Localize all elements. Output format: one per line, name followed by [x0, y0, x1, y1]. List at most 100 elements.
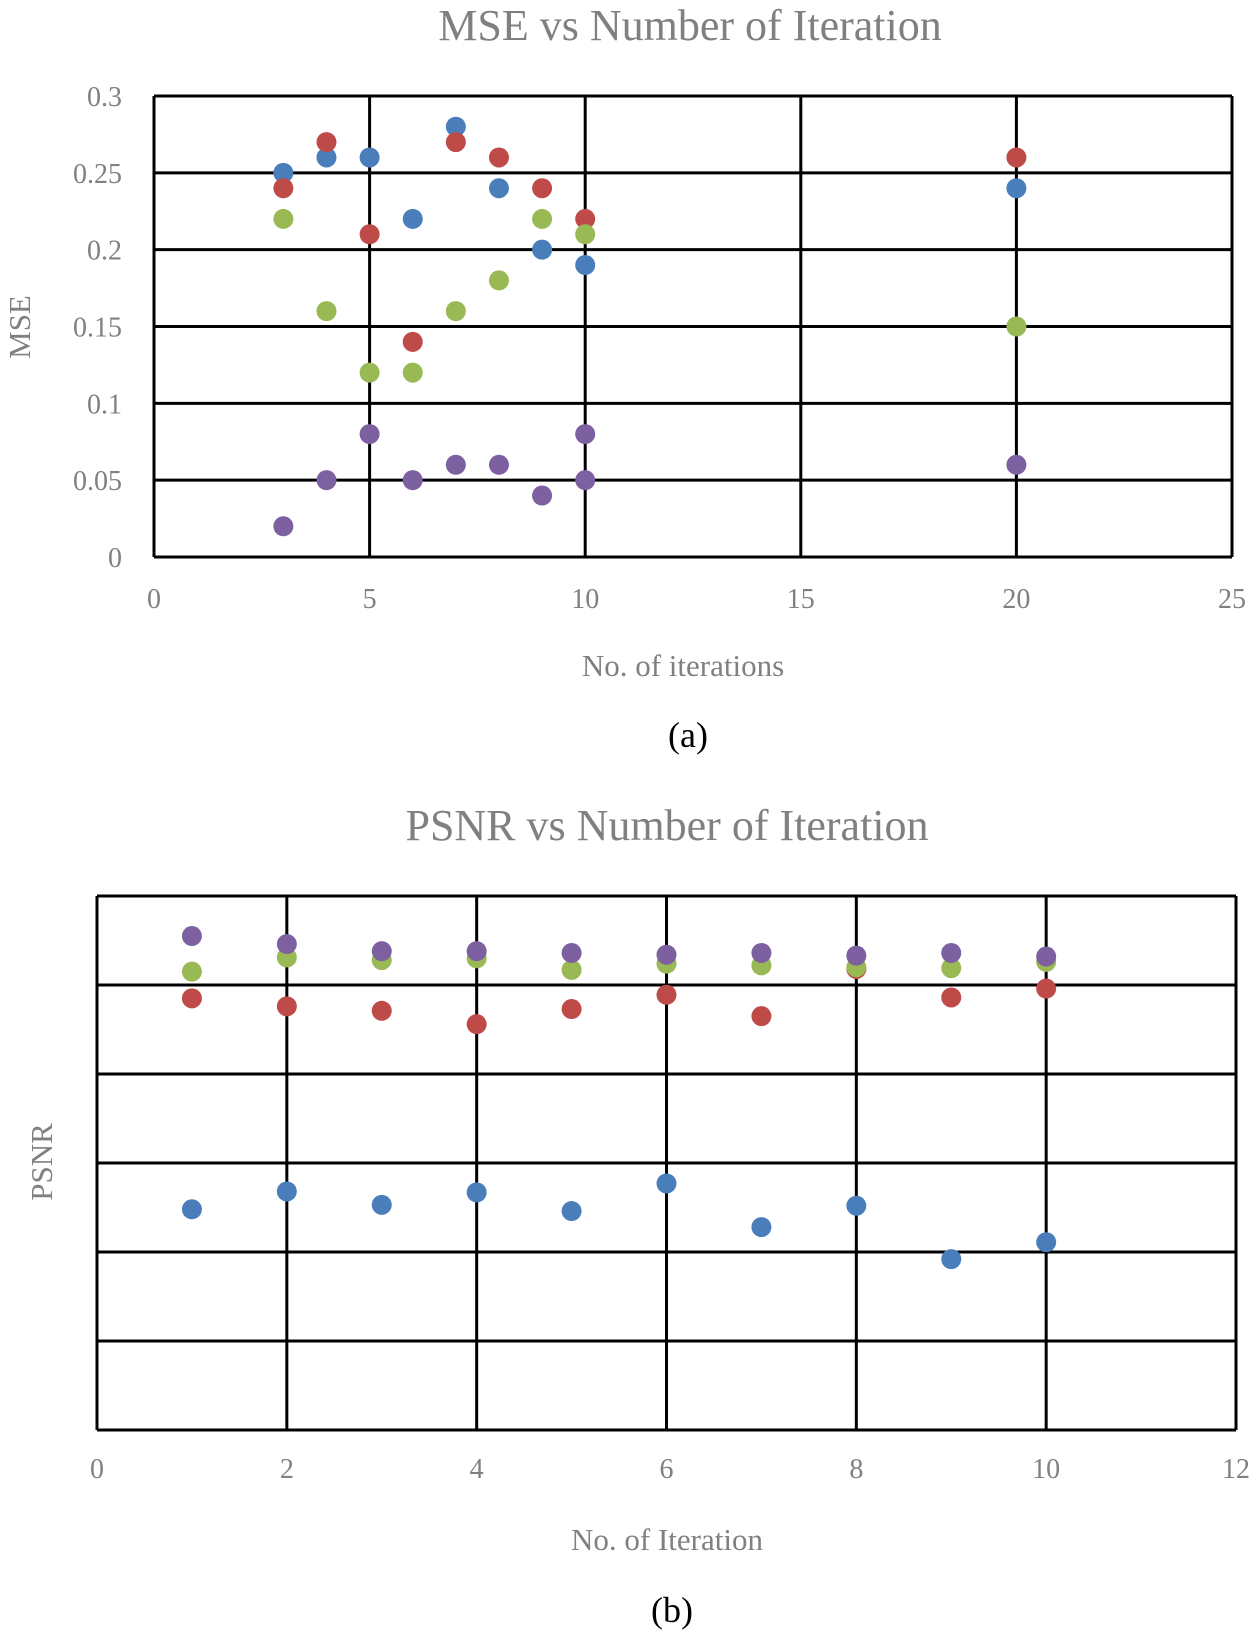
mse-y-tick-label: 0.3 — [87, 82, 122, 113]
mse-point-blue — [1006, 178, 1027, 199]
mse-y-tick-labels: 0 0.05 0.1 0.15 0.2 0.25 0.3 — [73, 82, 122, 574]
psnr-point-purple — [941, 942, 962, 963]
psnr-point-blue — [276, 1181, 297, 1202]
psnr-point-blue — [656, 1173, 677, 1194]
mse-point-purple — [575, 470, 596, 491]
psnr-point-red — [181, 988, 202, 1009]
psnr-x-tick-label: 0 — [90, 1454, 104, 1485]
psnr-point-purple — [181, 926, 202, 947]
mse-point-red — [1006, 147, 1027, 168]
mse-y-tick-label: 0.15 — [73, 313, 122, 344]
psnr-point-purple — [656, 944, 677, 965]
mse-point-purple — [532, 485, 553, 506]
mse-x-axis-label: No. of iterations — [582, 648, 784, 683]
psnr-point-purple — [1036, 946, 1057, 967]
mse-gridlines — [152, 94, 1234, 559]
mse-point-blue — [316, 147, 337, 168]
psnr-x-tick-label: 12 — [1222, 1454, 1250, 1485]
mse-x-tick-label: 20 — [1002, 584, 1030, 615]
psnr-data-points — [181, 926, 1057, 1270]
psnr-point-blue — [466, 1182, 487, 1203]
psnr-point-blue — [561, 1201, 582, 1222]
psnr-point-red — [656, 984, 677, 1005]
mse-point-red — [488, 147, 509, 168]
psnr-point-blue — [181, 1199, 202, 1220]
mse-x-tick-label: 10 — [571, 584, 599, 615]
mse-x-tick-label: 5 — [363, 584, 377, 615]
mse-point-green — [316, 301, 337, 322]
mse-y-tick-label: 0.25 — [73, 159, 122, 190]
mse-caption: (a) — [668, 715, 708, 755]
mse-point-green — [532, 208, 553, 229]
mse-point-green — [445, 301, 466, 322]
psnr-point-red — [751, 1006, 772, 1027]
psnr-x-tick-label: 10 — [1032, 1454, 1060, 1485]
psnr-point-blue — [751, 1217, 772, 1238]
mse-point-purple — [1006, 454, 1027, 475]
psnr-point-blue — [941, 1249, 962, 1270]
mse-data-points — [273, 116, 1027, 537]
mse-point-red — [575, 208, 596, 229]
mse-chart-title: MSE vs Number of Iteration — [438, 1, 941, 50]
psnr-point-red — [941, 987, 962, 1008]
mse-x-tick-labels: 0 5 10 15 20 25 — [147, 584, 1246, 615]
mse-point-red — [445, 132, 466, 153]
mse-point-purple — [316, 470, 337, 491]
mse-y-axis-label: MSE — [2, 295, 37, 359]
psnr-point-green — [561, 959, 582, 980]
psnr-point-red — [466, 1014, 487, 1035]
mse-point-green — [402, 362, 423, 383]
psnr-y-axis-label: PSNR — [24, 1123, 59, 1201]
psnr-point-red — [1036, 978, 1057, 999]
mse-point-blue — [273, 162, 294, 183]
mse-x-tick-label: 0 — [147, 584, 161, 615]
psnr-point-red — [276, 996, 297, 1017]
mse-point-blue — [488, 178, 509, 199]
psnr-point-blue — [1036, 1232, 1057, 1253]
mse-chart: MSE vs Number of Iteration 0 5 10 15 20 25 00… — [2, 1, 1246, 755]
psnr-x-tick-label: 4 — [470, 1454, 484, 1485]
psnr-chart-title: PSNR vs Number of Iteration — [405, 801, 928, 850]
psnr-x-axis-label: No. of Iteration — [571, 1522, 763, 1557]
mse-point-blue — [359, 147, 380, 168]
mse-point-blue — [575, 255, 596, 276]
psnr-point-purple — [276, 934, 297, 955]
psnr-x-tick-label: 6 — [660, 1454, 674, 1485]
mse-point-blue — [402, 208, 423, 229]
mse-point-purple — [359, 424, 380, 445]
mse-point-purple — [402, 470, 423, 491]
mse-y-tick-label: 0.1 — [87, 389, 122, 420]
psnr-point-red — [371, 1000, 392, 1021]
psnr-point-green — [181, 961, 202, 982]
mse-point-red — [532, 178, 553, 199]
mse-x-tick-label: 25 — [1218, 584, 1246, 615]
psnr-chart: PSNR vs Number of Iteration 0 2 4 6 8 10 12 No… — [24, 801, 1250, 1630]
psnr-point-green — [941, 958, 962, 979]
mse-point-blue — [445, 116, 466, 137]
mse-point-green — [575, 224, 596, 245]
mse-point-red — [273, 178, 294, 199]
psnr-point-blue — [371, 1194, 392, 1215]
psnr-point-purple — [846, 945, 867, 966]
mse-point-purple — [273, 516, 294, 537]
mse-point-green — [273, 208, 294, 229]
mse-point-blue — [532, 239, 553, 260]
mse-y-tick-label: 0.2 — [87, 236, 122, 267]
psnr-point-purple — [561, 942, 582, 963]
psnr-point-purple — [751, 942, 772, 963]
mse-point-green — [488, 270, 509, 291]
mse-point-red — [359, 224, 380, 245]
mse-point-purple — [488, 454, 509, 475]
mse-x-tick-label: 15 — [787, 584, 815, 615]
mse-point-green — [359, 362, 380, 383]
psnr-caption: (b) — [651, 1590, 693, 1630]
psnr-x-tick-labels: 0 2 4 6 8 10 12 — [90, 1454, 1250, 1485]
mse-point-purple — [575, 424, 596, 445]
mse-y-tick-label: 0 — [108, 543, 122, 574]
psnr-gridlines — [95, 894, 1238, 1432]
psnr-point-purple — [466, 941, 487, 962]
psnr-x-tick-label: 2 — [280, 1454, 294, 1485]
psnr-point-red — [561, 999, 582, 1020]
mse-point-red — [402, 331, 423, 352]
